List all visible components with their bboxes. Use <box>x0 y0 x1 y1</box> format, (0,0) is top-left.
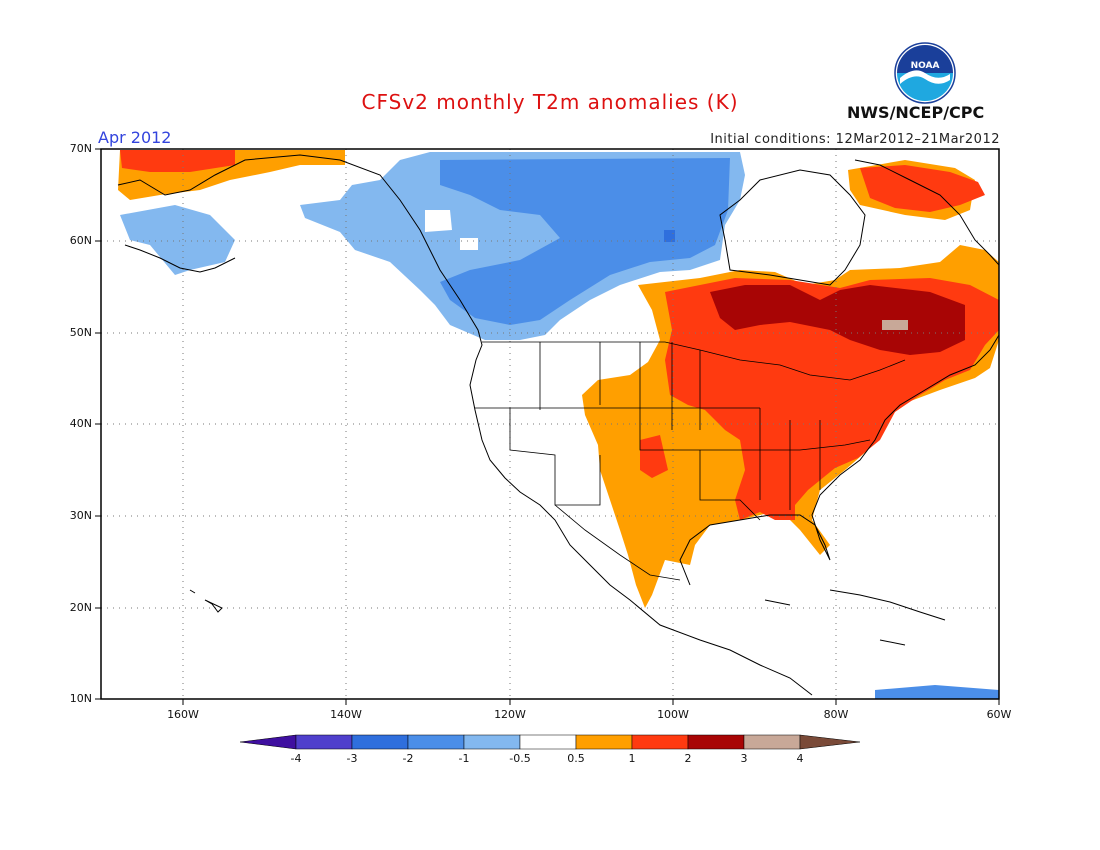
colorbar-swatch-4 <box>519 734 577 750</box>
lat-tick-10n: 10N <box>69 692 92 705</box>
colorbar-label-neg1: -1 <box>458 752 470 765</box>
colorbar-label-pos3: 3 <box>740 752 748 765</box>
colorbar-swatch-8 <box>743 734 801 750</box>
coast-labrador <box>854 159 999 266</box>
anomaly-shading <box>118 150 999 699</box>
colorbar-arrow-high <box>799 734 861 750</box>
lon-tick-160w: 160W <box>167 708 199 721</box>
colorbar-label-neg05: -0.5 <box>509 752 531 765</box>
colorbar-label-pos05: 0.5 <box>567 752 585 765</box>
lat-tick-30n: 30N <box>69 509 92 522</box>
lon-tick-100w: 100W <box>657 708 689 721</box>
axis-ticks <box>95 148 1000 705</box>
lat-tick-50n: 50N <box>69 326 92 339</box>
colorbar-label-pos2: 2 <box>684 752 692 765</box>
colorbar-label-neg4: -4 <box>290 752 302 765</box>
colorbar-label-neg2: -2 <box>402 752 414 765</box>
noaa-logo-icon: NOAA <box>894 42 956 104</box>
anomaly-region-darkred <box>710 285 965 355</box>
anomaly-region-blue-3 <box>875 685 999 699</box>
coast-caribbean <box>764 589 946 646</box>
colorbar-swatch-1 <box>351 734 409 750</box>
coast-alaska <box>117 154 813 696</box>
neutral-hole <box>425 210 452 232</box>
coast-gulf <box>679 334 999 586</box>
coastlines <box>117 154 999 696</box>
lon-tick-140w: 140W <box>330 708 362 721</box>
lat-tick-20n: 20N <box>69 601 92 614</box>
anomaly-region-blue-2 <box>664 230 675 242</box>
initial-conditions-label: Initial conditions: 12Mar2012–21Mar2012 <box>710 132 1000 147</box>
colorbar-swatch-7 <box>687 734 745 750</box>
colorbar-label-pos1: 1 <box>628 752 636 765</box>
colorbar-swatch-3 <box>463 734 521 750</box>
coast-aleutians <box>124 244 236 273</box>
logo-text: NOAA <box>911 61 940 71</box>
anomaly-region-beige <box>882 320 908 330</box>
colorbar-swatch-0 <box>295 734 353 750</box>
anomaly-region-ltblue <box>120 205 235 275</box>
colorbar-swatch-5 <box>575 734 633 750</box>
anomaly-region-blue <box>440 158 730 325</box>
lat-tick-70n: 70N <box>69 142 92 155</box>
forecast-month-label: Apr 2012 <box>98 128 172 147</box>
anomaly-region-red-ne <box>860 165 985 212</box>
coast-hawaii <box>189 589 223 613</box>
colorbar-arrow-low <box>239 734 297 750</box>
anomaly-region-red-tx <box>640 435 668 478</box>
political-borders <box>475 341 906 581</box>
anomaly-region-red-ak <box>120 150 235 172</box>
lat-tick-60n: 60N <box>69 234 92 247</box>
map-title: CFSv2 monthly T2m anomalies (K) <box>361 90 739 114</box>
lon-tick-120w: 120W <box>494 708 526 721</box>
lat-tick-40n: 40N <box>69 417 92 430</box>
lon-tick-60w: 60W <box>986 708 1012 721</box>
lon-tick-80w: 80W <box>823 708 849 721</box>
colorbar-swatch-2 <box>407 734 465 750</box>
colorbar-label-pos4: 4 <box>796 752 804 765</box>
colorbar-swatch-6 <box>631 734 689 750</box>
agency-label: NWS/NCEP/CPC <box>847 103 985 122</box>
coast-hudson-bay <box>719 169 866 286</box>
colorbar-label-neg3: -3 <box>346 752 358 765</box>
